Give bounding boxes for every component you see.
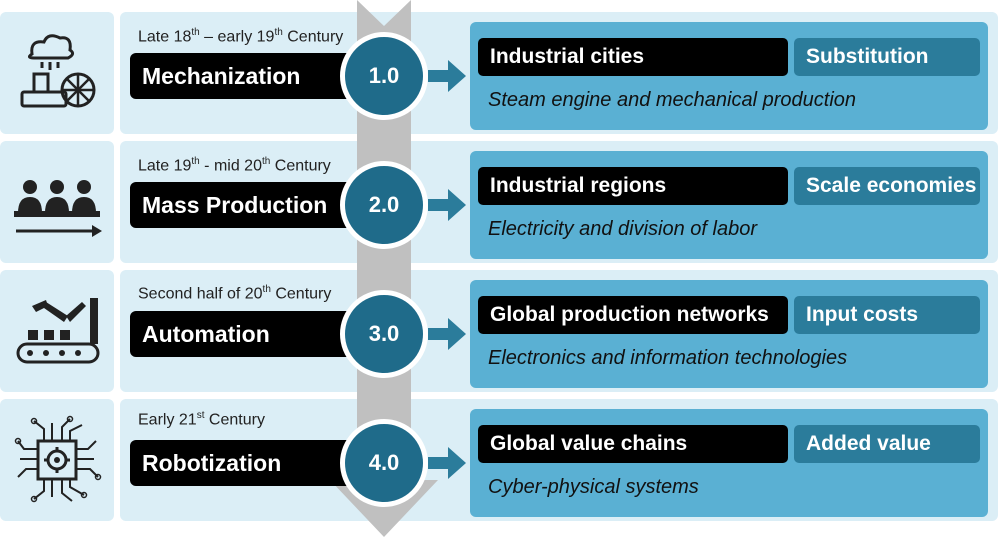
connector-arrow-4 [428,447,466,479]
description-1: Steam engine and mechanical production [488,89,857,111]
phase-label-3: Automation [130,311,368,357]
assembly-line-workers-icon [14,180,102,237]
steam-engine-icon [20,34,96,108]
outcome-label-4: Global value chains [478,425,788,463]
driver-label-3: Input costs [794,296,980,334]
phase-label-4: Robotization [130,440,368,486]
description-4: Cyber-physical systems [488,476,699,498]
connector-arrow-1 [428,60,466,92]
version-circle-4: 4.0 [340,419,428,507]
outcome-label-3: Global production networks [478,296,788,334]
version-circle-1: 1.0 [340,32,428,120]
phase-label-2: Mass Production [130,182,368,228]
connector-arrow-3 [428,318,466,350]
driver-label-1: Substitution [794,38,980,76]
description-3: Electronics and information technologies [488,347,848,369]
phase-label-1: Mechanization [130,53,368,99]
icon-box-1 [0,12,114,134]
icon-box-4 [0,399,114,521]
period-text-4: Early 21st Century [138,410,265,429]
icon-box-3 [0,270,114,392]
driver-label-2: Scale economies [794,167,980,205]
icon-box-2 [0,141,114,263]
connector-arrow-2 [428,189,466,221]
outcome-label-1: Industrial cities [478,38,788,76]
robot-arm-conveyor-icon [16,298,100,364]
version-circle-3: 3.0 [340,290,428,378]
description-2: Electricity and division of labor [488,218,758,240]
period-text-3: Second half of 20th Century [138,284,332,303]
outcome-label-2: Industrial regions [478,167,788,205]
period-text-2: Late 19th - mid 20th Century [138,156,331,175]
period-text-1: Late 18th – early 19th Century [138,27,344,46]
driver-label-4: Added value [794,425,980,463]
version-circle-2: 2.0 [340,161,428,249]
circuit-chip-gear-icon [14,415,102,503]
